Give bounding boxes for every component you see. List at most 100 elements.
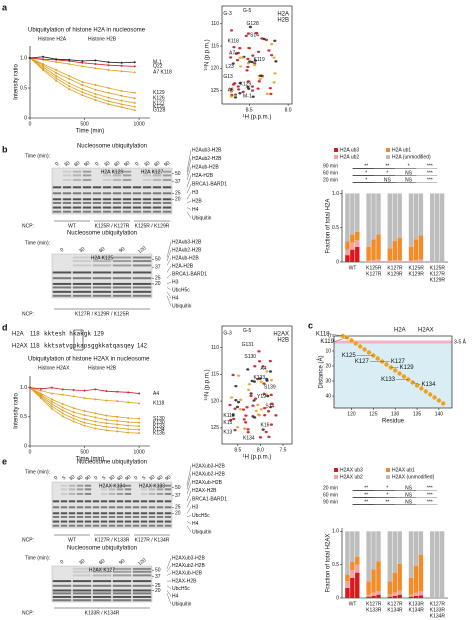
peak — [229, 29, 234, 32]
peak — [247, 388, 251, 391]
gel-band — [60, 492, 68, 495]
gel-band — [68, 515, 76, 518]
marker-label: 20 — [155, 588, 161, 594]
data-point — [392, 368, 398, 373]
bar-segment — [345, 241, 350, 250]
significance-mark: ** — [364, 163, 368, 169]
legend-entry: H2A ub2 — [340, 154, 359, 160]
x-tick-label: 500 — [80, 449, 89, 455]
gel-band — [112, 264, 132, 267]
marker-label: 25 — [175, 191, 181, 197]
category-label: K133R — [409, 601, 425, 607]
peak — [242, 418, 246, 421]
peak — [231, 62, 235, 65]
peak — [250, 60, 254, 64]
gel-band — [60, 484, 68, 487]
significance-mark: ** — [385, 499, 389, 505]
bar-segment — [418, 554, 424, 592]
data-point — [107, 87, 110, 89]
peak — [245, 405, 249, 409]
lane-time: 0 — [59, 247, 65, 254]
peak — [234, 399, 238, 402]
data-point — [94, 59, 97, 62]
bar-segment — [371, 259, 376, 262]
gel-band — [124, 524, 132, 527]
gel-band — [52, 599, 72, 602]
data-point — [61, 412, 64, 415]
y-axis-label: Fraction of total H2A — [326, 199, 332, 254]
gel-band — [112, 282, 132, 285]
peak — [252, 399, 256, 402]
peak — [246, 430, 250, 434]
bar-segment — [397, 531, 402, 564]
gel-band — [132, 599, 152, 602]
band-pointer — [186, 192, 192, 200]
peak — [237, 374, 241, 377]
peak-label: G-3 — [223, 11, 232, 17]
gel-band — [62, 186, 72, 189]
gel-band — [68, 506, 76, 509]
gel-band — [132, 592, 152, 595]
peak — [228, 403, 232, 407]
data-point — [81, 91, 84, 94]
data-point — [133, 105, 136, 108]
bar-segment — [366, 596, 371, 598]
band-label: UbcH5c — [172, 287, 190, 293]
gel-band — [108, 484, 116, 487]
peak — [265, 92, 269, 96]
bar-segment — [376, 234, 381, 260]
bar-segment — [345, 574, 350, 582]
gel-band — [92, 500, 100, 503]
category-label: K125R — [430, 265, 446, 271]
gel-band — [140, 512, 148, 515]
data-point — [68, 85, 71, 88]
bar-segment — [397, 564, 402, 591]
band-label: H3 — [192, 505, 199, 511]
y-tick-label: 40 — [325, 393, 331, 399]
gel-band — [68, 520, 76, 523]
legend-swatch — [334, 155, 338, 159]
ncp-label: NCP: — [22, 311, 34, 317]
gel-band — [116, 524, 124, 527]
data-point — [401, 374, 407, 379]
y-tick-label: 125 — [211, 88, 220, 94]
bar-segment — [392, 596, 397, 598]
gel-band — [142, 174, 152, 177]
bar-segment — [350, 578, 355, 598]
legend-swatch — [386, 468, 390, 472]
y-axis-label: Intensity ratio — [14, 392, 20, 428]
gel-band — [72, 580, 92, 583]
gel-band — [84, 492, 92, 495]
gel-band — [112, 198, 122, 201]
gel-band — [142, 210, 152, 213]
annotation: K125 — [342, 353, 357, 359]
gel-band — [132, 277, 152, 280]
data-point — [107, 69, 110, 71]
marker-label: 25 — [155, 276, 161, 282]
bar-segment — [397, 590, 402, 595]
gel-band — [76, 492, 84, 495]
data-point — [42, 67, 45, 70]
gel-band — [100, 484, 108, 487]
peak — [254, 409, 258, 413]
gel-band — [52, 294, 72, 297]
gel-band — [92, 264, 112, 267]
gel-band — [148, 488, 156, 491]
legend-entry: H2AX — [418, 328, 434, 334]
gel-band — [112, 290, 132, 293]
peak — [238, 47, 242, 50]
legend-entry: H2A ub1 — [392, 147, 411, 153]
bar-segment — [387, 594, 393, 597]
gel-band — [132, 286, 152, 289]
gel-band — [108, 506, 116, 509]
gel-band — [156, 492, 164, 495]
data-point — [68, 63, 71, 65]
lane-time: 60 — [98, 558, 106, 566]
data-point — [72, 407, 75, 410]
gel-band — [162, 206, 172, 209]
gel-band — [52, 512, 60, 515]
peak — [267, 435, 271, 439]
gel-band — [60, 524, 68, 527]
legend-entry: H2AX ub1 — [392, 467, 415, 473]
bar-segment — [434, 193, 440, 262]
